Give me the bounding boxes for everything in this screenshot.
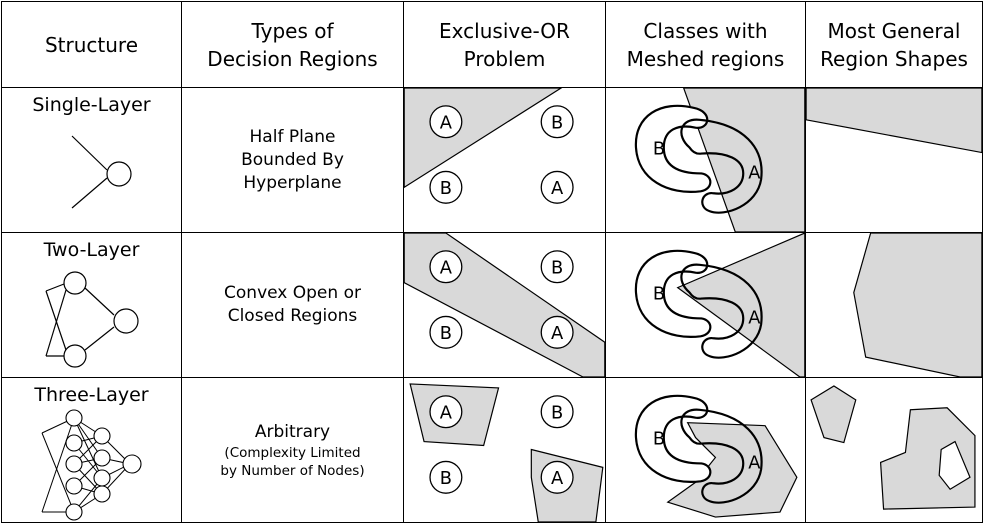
- xor-three-svg: A B B A: [409, 383, 604, 522]
- meshed-three-region: [666, 422, 798, 518]
- general-two-region: [853, 233, 982, 377]
- two-layer-network-icon: [45, 271, 139, 368]
- header-xor-line1: Exclusive-OR: [439, 18, 570, 43]
- xor-two-label-b2: B: [440, 323, 452, 344]
- row-two-layer: Two-Layer Convex Open or Closed Regions: [1, 232, 983, 378]
- meshed-label-b: B: [653, 139, 665, 160]
- xor-two-region: [404, 233, 605, 377]
- xor-cell-three: A B B A: [403, 377, 606, 523]
- xor-single-label-a2: A: [551, 178, 564, 199]
- type-three-line1: Arbitrary: [254, 421, 331, 442]
- xor-two-svg: A B B A: [404, 233, 605, 377]
- header-meshed-line2: Meshed regions: [626, 46, 785, 71]
- general-three-region-1: [810, 385, 857, 444]
- meshed-label-a: A: [748, 452, 761, 473]
- xor-two-circles: A B B A: [429, 250, 574, 349]
- meshed-single-svg: BA: [634, 88, 805, 232]
- meshed-class-b-shape: [634, 104, 712, 193]
- header-meshed: Classes with Meshed regions: [605, 1, 806, 88]
- meshed-class-b-shape: [634, 249, 712, 338]
- xor-three-label-a1: A: [440, 403, 453, 424]
- meshed-three-shapes: BA: [634, 394, 763, 504]
- header-types-line1: Types of: [251, 18, 334, 43]
- xor-three-circles: A B B A: [429, 395, 574, 494]
- header-types: Types of Decision Regions: [181, 1, 404, 88]
- header-meshed-line1: Classes with: [643, 18, 768, 43]
- xor-single-svg: A B B A: [404, 88, 574, 204]
- header-structure-line1: Structure: [44, 32, 139, 57]
- xor-three-label-b2: B: [440, 468, 452, 489]
- general-cell-single: [805, 87, 983, 233]
- xor-single-label-a1: A: [440, 113, 453, 134]
- structure-label-three: Three-Layer: [34, 384, 149, 406]
- type-two-line2: Closed Regions: [227, 306, 358, 326]
- xor-three-label-b1: B: [551, 403, 563, 424]
- header-row: Structure Types of Decision Regions Excl…: [1, 1, 983, 88]
- meshed-label-b: B: [653, 429, 665, 450]
- general-single-region: [806, 88, 982, 154]
- general-cell-two: [805, 232, 983, 378]
- type-cell-three: Arbitrary (Complexity Limited by Number …: [181, 377, 404, 523]
- header-xor: Exclusive-OR Problem: [403, 1, 606, 88]
- xor-single-label-b2: B: [440, 178, 452, 199]
- header-general-line1: Most General: [827, 18, 961, 43]
- structure-label-single: Single-Layer: [32, 94, 151, 116]
- meshed-class-a-shape: [680, 408, 763, 504]
- single-layer-network-icon: [71, 135, 132, 209]
- xor-single-circles: A B B A: [429, 105, 574, 204]
- meshed-class-b-shape: [634, 394, 712, 483]
- type-single-line1: Half Plane: [249, 126, 336, 147]
- xor-cell-two: A B B A: [403, 232, 606, 378]
- structure-cell-single: Single-Layer: [1, 87, 182, 233]
- meshed-label-b: B: [653, 284, 665, 305]
- type-three-sub2: by Number of Nodes): [220, 462, 365, 479]
- type-cell-two: Convex Open or Closed Regions: [181, 232, 404, 378]
- structure-label-two: Two-Layer: [43, 239, 140, 261]
- meshed-class-a-shape: [680, 118, 763, 214]
- row-three-layer: Three-Layer: [1, 377, 983, 523]
- row-single-layer: Single-Layer Half Plane Bounded By Hyper…: [1, 87, 983, 233]
- three-layer-network-icon: [41, 409, 142, 521]
- meshed-three-svg: BA: [634, 394, 798, 518]
- header-types-line2: Decision Regions: [207, 46, 378, 71]
- general-three-region-2: [879, 407, 976, 510]
- type-cell-single: Half Plane Bounded By Hyperplane: [181, 87, 404, 233]
- type-single-line2: Bounded By: [241, 149, 344, 170]
- xor-single-label-b1: B: [551, 113, 563, 134]
- xor-three-label-a2: A: [551, 468, 564, 489]
- meshed-label-a: A: [748, 162, 761, 183]
- xor-cell-single: A B B A: [403, 87, 606, 233]
- meshed-two-svg: BA: [634, 233, 805, 377]
- type-three-sub1: (Complexity Limited: [224, 444, 361, 461]
- general-three-svg: [810, 385, 976, 510]
- meshed-single-region: [683, 88, 805, 232]
- type-single-line3: Hyperplane: [243, 172, 342, 193]
- xor-two-label-a2: A: [551, 323, 564, 344]
- type-two-line1: Convex Open or: [224, 283, 361, 303]
- xor-two-label-b1: B: [551, 258, 563, 279]
- general-two-svg: [853, 233, 982, 377]
- header-structure: Structure: [1, 1, 182, 88]
- general-single-svg: [806, 88, 982, 154]
- meshed-two-shapes: BA: [634, 249, 763, 359]
- header-general-line2: Region Shapes: [820, 46, 968, 71]
- xor-single-region: [404, 88, 562, 188]
- header-xor-line2: Problem: [463, 46, 546, 71]
- structure-cell-two: Two-Layer: [1, 232, 182, 378]
- xor-two-label-a1: A: [440, 258, 453, 279]
- meshed-single-shapes: BA: [634, 104, 763, 214]
- header-general: Most General Region Shapes: [805, 1, 983, 88]
- general-cell-three: [805, 377, 983, 523]
- meshed-class-a-shape: [680, 263, 763, 359]
- structure-cell-three: Three-Layer: [1, 377, 182, 523]
- meshed-label-a: A: [748, 307, 761, 328]
